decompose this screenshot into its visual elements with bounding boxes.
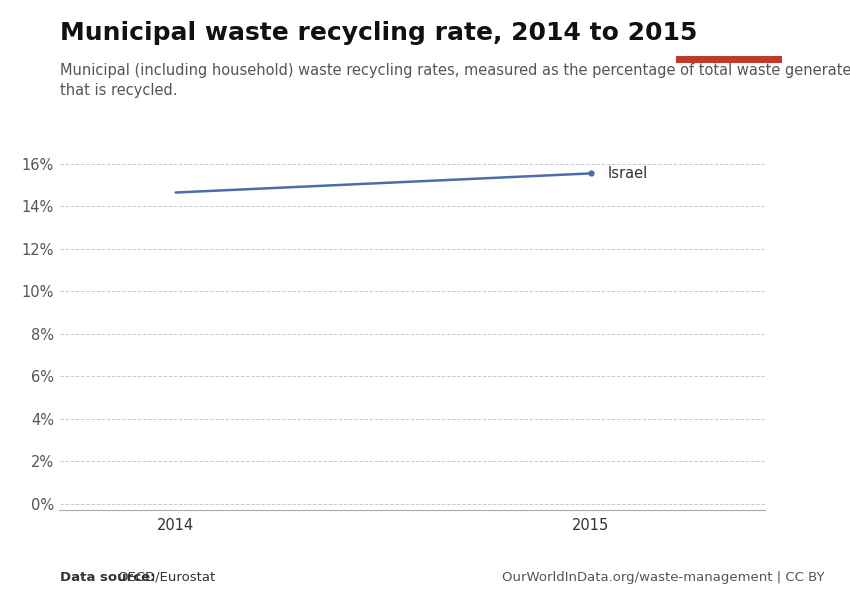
- Text: Israel: Israel: [607, 166, 648, 181]
- Text: OECD/Eurostat: OECD/Eurostat: [117, 571, 216, 584]
- Text: OurWorldInData.org/waste-management | CC BY: OurWorldInData.org/waste-management | CC…: [502, 571, 824, 584]
- Bar: [676, 56, 782, 63]
- Text: Data source:: Data source:: [60, 571, 160, 584]
- Text: Our World
in Data: Our World in Data: [695, 18, 762, 47]
- Text: Municipal (including household) waste recycling rates, measured as the percentag: Municipal (including household) waste re…: [60, 63, 850, 98]
- Text: Municipal waste recycling rate, 2014 to 2015: Municipal waste recycling rate, 2014 to …: [60, 21, 697, 45]
